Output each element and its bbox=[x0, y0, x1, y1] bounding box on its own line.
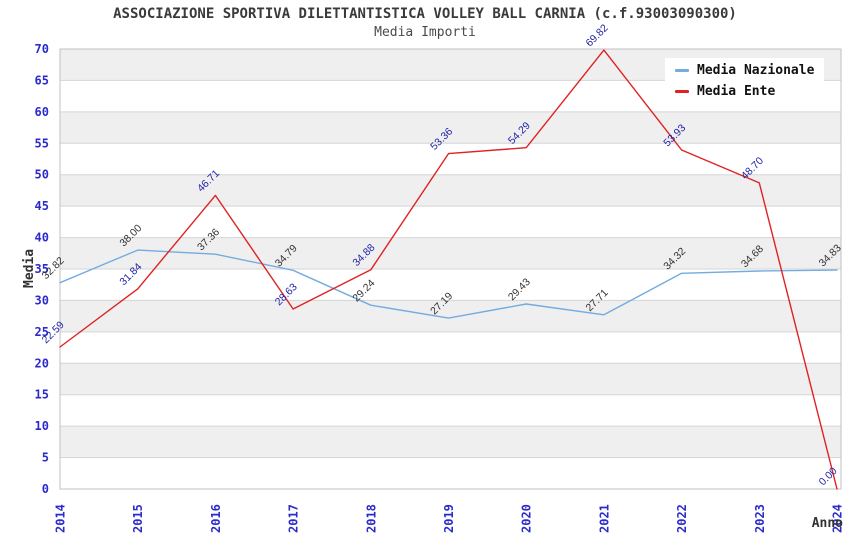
legend-label: Media Ente bbox=[697, 84, 776, 99]
x-tick-label: 2014 bbox=[54, 504, 68, 533]
x-tick-label: 2017 bbox=[287, 504, 301, 533]
y-tick-label: 5 bbox=[42, 451, 49, 465]
x-tick-label: 2018 bbox=[364, 504, 378, 533]
x-tick-label: 2016 bbox=[209, 504, 223, 533]
series-line-media-ente bbox=[59, 49, 838, 490]
grid-band bbox=[60, 174, 841, 207]
plot-border bbox=[59, 48, 842, 490]
x-tick-label: 2022 bbox=[675, 504, 689, 533]
value-label: 69.82 bbox=[584, 22, 611, 49]
y-tick-label: 0 bbox=[42, 482, 49, 496]
y-tick-label: 55 bbox=[35, 136, 49, 150]
y-tick-label: 25 bbox=[35, 325, 49, 339]
series-line-media-nazionale bbox=[59, 249, 838, 319]
x-tick-label: 2015 bbox=[131, 504, 145, 533]
chart-title: ASSOCIAZIONE SPORTIVA DILETTANTISTICA VO… bbox=[113, 6, 737, 22]
grid-band bbox=[60, 426, 841, 458]
x-tick-label: 2019 bbox=[442, 504, 456, 533]
legend-swatch-media-ente bbox=[675, 90, 689, 93]
chart-subtitle: Media Importi bbox=[374, 25, 476, 40]
x-axis-title: Anno bbox=[812, 516, 843, 531]
y-tick-label: 65 bbox=[35, 73, 49, 87]
x-tick-label: 2020 bbox=[520, 504, 534, 533]
y-tick-label: 30 bbox=[35, 293, 49, 307]
x-tick-label: 2023 bbox=[753, 504, 767, 533]
grid-band bbox=[60, 111, 841, 144]
grid-band bbox=[60, 300, 841, 332]
y-tick-label: 45 bbox=[35, 199, 49, 213]
y-tick-label: 70 bbox=[35, 42, 49, 56]
y-tick-label: 50 bbox=[35, 168, 49, 182]
legend-item-media-ente: Media Ente bbox=[675, 84, 814, 99]
legend-label: Media Nazionale bbox=[697, 63, 815, 78]
y-tick-label: 20 bbox=[35, 356, 49, 370]
value-label: 29.43 bbox=[506, 276, 533, 303]
y-axis-title: Media bbox=[22, 249, 37, 288]
x-tick-label: 2024 bbox=[831, 504, 845, 533]
y-tick-label: 35 bbox=[35, 262, 49, 276]
legend-item-media-nazionale: Media Nazionale bbox=[675, 63, 814, 78]
y-tick-label: 40 bbox=[35, 231, 49, 245]
y-tick-label: 10 bbox=[35, 419, 49, 433]
legend: Media Nazionale Media Ente bbox=[665, 58, 825, 105]
x-tick-label: 2021 bbox=[597, 504, 611, 533]
y-tick-label: 60 bbox=[35, 105, 49, 119]
legend-swatch-media-nazionale bbox=[675, 69, 689, 72]
grid-band bbox=[60, 363, 841, 395]
y-tick-label: 15 bbox=[35, 388, 49, 402]
